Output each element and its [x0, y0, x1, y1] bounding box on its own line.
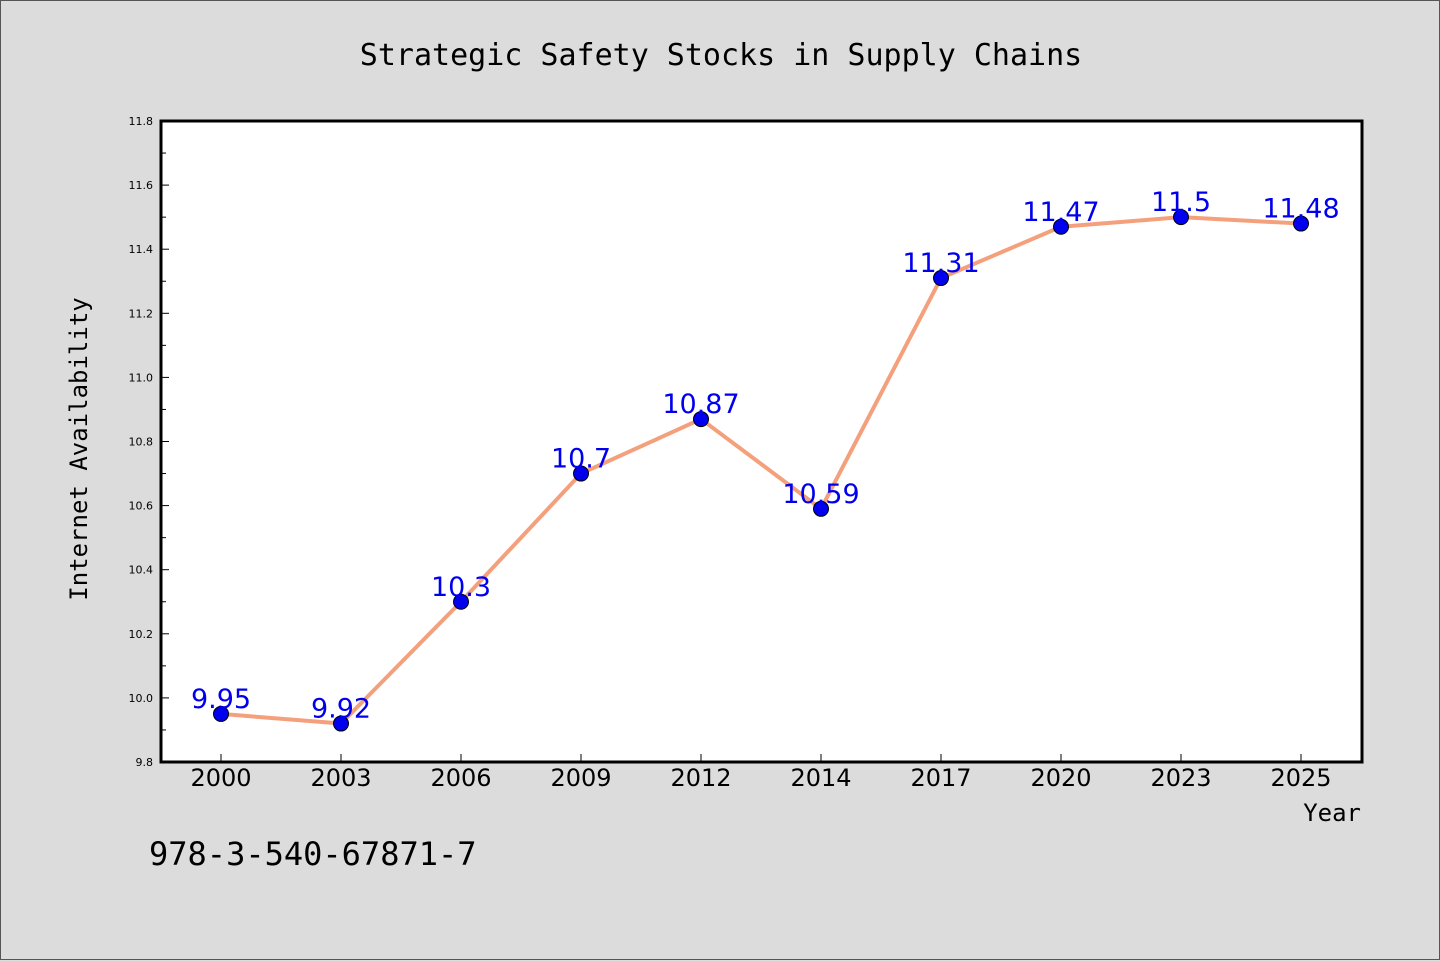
- data-point: [213, 705, 229, 722]
- x-tick-label: 2017: [910, 764, 971, 792]
- plot-area: [159, 119, 1364, 764]
- data-label: 10.7: [551, 444, 611, 475]
- y-tick-label: 11.8: [129, 115, 154, 128]
- data-label: 9.95: [191, 684, 251, 715]
- x-tick-label: 2003: [310, 764, 371, 792]
- y-axis-label: Internet Availability: [65, 297, 93, 600]
- data-point: [693, 411, 709, 428]
- data-point: [1293, 215, 1309, 232]
- y-tick-label: 10.8: [129, 436, 154, 449]
- series-line: [220, 215, 1302, 726]
- data-point: [813, 500, 829, 517]
- data-point: [453, 593, 469, 610]
- series-layer: 9.95 9.92 10.3 10.7 10.87 10.59 11.31 11.47 11.5…: [191, 187, 1340, 732]
- data-point: [933, 270, 949, 287]
- data-point: [1173, 209, 1189, 226]
- y-tick-label: 9.8: [136, 756, 154, 769]
- x-tick-label: 2012: [670, 764, 731, 792]
- data-label: 10.87: [662, 389, 739, 420]
- data-label: 11.5: [1151, 187, 1211, 218]
- x-tick-label: 2023: [1150, 764, 1211, 792]
- data-label: 11.48: [1262, 194, 1339, 225]
- y-tick-label: 11.0: [129, 371, 154, 384]
- data-point: [333, 715, 349, 732]
- y-tick-label: 11.4: [129, 243, 154, 256]
- y-tick-label: 11.6: [129, 179, 154, 192]
- x-tick-label: 2025: [1270, 764, 1331, 792]
- data-label: 11.31: [902, 248, 979, 279]
- data-label: 10.59: [782, 479, 859, 510]
- x-tick-label: 2009: [550, 764, 611, 792]
- x-axis-label: Year: [1303, 799, 1361, 827]
- data-point: [1053, 218, 1069, 235]
- data-label: 9.92: [311, 694, 371, 725]
- y-tick-label: 10.0: [129, 692, 154, 705]
- x-axis: 2000 2003 2006 2009 2012 2014 2017 2020 2023 2025: [190, 754, 1332, 792]
- x-tick-label: 2000: [190, 764, 251, 792]
- y-tick-label: 11.2: [129, 307, 154, 320]
- data-point: [573, 465, 589, 482]
- x-tick-label: 2020: [1030, 764, 1091, 792]
- x-tick-label: 2006: [430, 764, 491, 792]
- data-label: 10.3: [431, 572, 491, 603]
- y-tick-label: 10.4: [129, 564, 154, 577]
- y-axis: 9.8 10.0 10.2 10.4 10.6 10.8 11.0 11.2 11.4 11.6 1…: [129, 115, 169, 769]
- annotation-text: 978-3-540-67871-7: [149, 835, 477, 873]
- data-label: 11.47: [1022, 197, 1099, 228]
- chart-title: Strategic Safety Stocks in Supply Chains: [360, 38, 1082, 73]
- x-tick-label: 2014: [790, 764, 851, 792]
- y-tick-label: 10.2: [129, 628, 154, 641]
- y-tick-label: 10.6: [129, 500, 154, 513]
